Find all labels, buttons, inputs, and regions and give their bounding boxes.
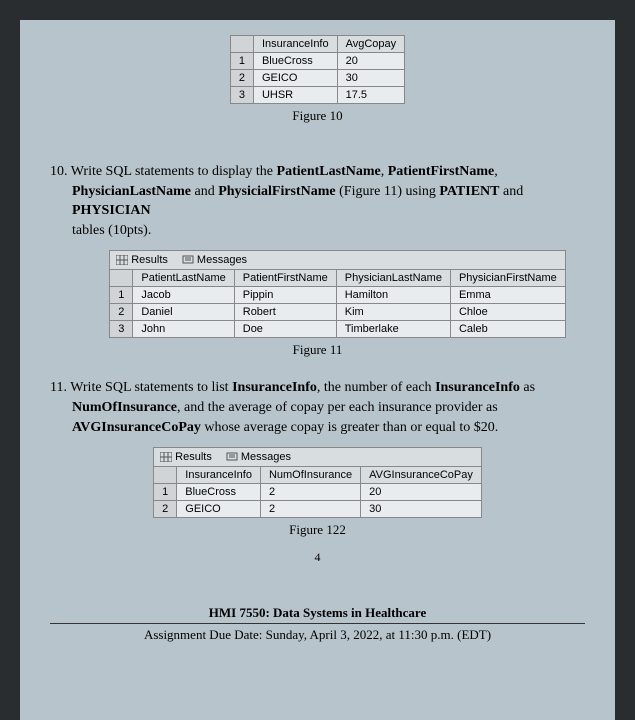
figure12-caption: Figure 122 [289, 522, 346, 538]
results-tabs: Results Messages [109, 250, 566, 269]
messages-tab: Messages [226, 451, 291, 463]
col-header: AvgCopay [337, 36, 405, 53]
table-row: 3 UHSR 17.5 [230, 87, 404, 104]
message-icon [182, 255, 194, 265]
question-11: 11. Write SQL statements to list Insuran… [50, 378, 585, 437]
page-number: 4 [50, 550, 585, 565]
col-header: PatientFirstName [234, 270, 336, 287]
footer-title: HMI 7550: Data Systems in Healthcare [50, 605, 585, 624]
footer-due: Assignment Due Date: Sunday, April 3, 20… [50, 627, 585, 643]
table-row: 2 GEICO 2 30 [154, 501, 482, 518]
results-tabs: Results Messages [153, 447, 482, 466]
figure10-block: InsuranceInfo AvgCopay 1 BlueCross 20 2 … [50, 35, 585, 144]
viewer-topbar [0, 0, 635, 20]
table-row: 1 BlueCross 2 20 [154, 484, 482, 501]
results-tab: Results [160, 451, 212, 463]
figure11-table: PatientLastName PatientFirstName Physici… [109, 269, 566, 338]
figure10-caption: Figure 10 [292, 108, 342, 124]
figure11-block: Results Messages PatientLastName Patient… [90, 250, 585, 338]
page-footer: HMI 7550: Data Systems in Healthcare Ass… [50, 605, 585, 643]
grid-icon [116, 255, 128, 265]
col-header: InsuranceInfo [177, 467, 261, 484]
table-row: 1 BlueCross 20 [230, 53, 404, 70]
grid-icon [160, 452, 172, 462]
messages-tab: Messages [182, 254, 247, 266]
col-header: NumOfInsurance [260, 467, 360, 484]
table-row: 2 Daniel Robert Kim Chloe [110, 304, 566, 321]
message-icon [226, 452, 238, 462]
figure12-block: Results Messages InsuranceInfo NumOfInsu… [50, 447, 585, 542]
table-row: 3 John Doe Timberlake Caleb [110, 321, 566, 338]
table-row: 2 GEICO 30 [230, 70, 404, 87]
table-row: 1 Jacob Pippin Hamilton Emma [110, 287, 566, 304]
col-header: PhysicianFirstName [450, 270, 565, 287]
col-header: InsuranceInfo [253, 36, 337, 53]
figure11-caption: Figure 11 [50, 342, 585, 358]
col-header: AVGInsuranceCoPay [361, 467, 482, 484]
figure10-table: InsuranceInfo AvgCopay 1 BlueCross 20 2 … [230, 35, 405, 104]
figure12-table: InsuranceInfo NumOfInsurance AVGInsuranc… [153, 466, 482, 518]
col-header: PatientLastName [133, 270, 234, 287]
document-page: InsuranceInfo AvgCopay 1 BlueCross 20 2 … [20, 20, 615, 720]
col-header: PhysicianLastName [336, 270, 450, 287]
question-10: 10. Write SQL statements to display the … [50, 162, 585, 240]
results-tab: Results [116, 254, 168, 266]
